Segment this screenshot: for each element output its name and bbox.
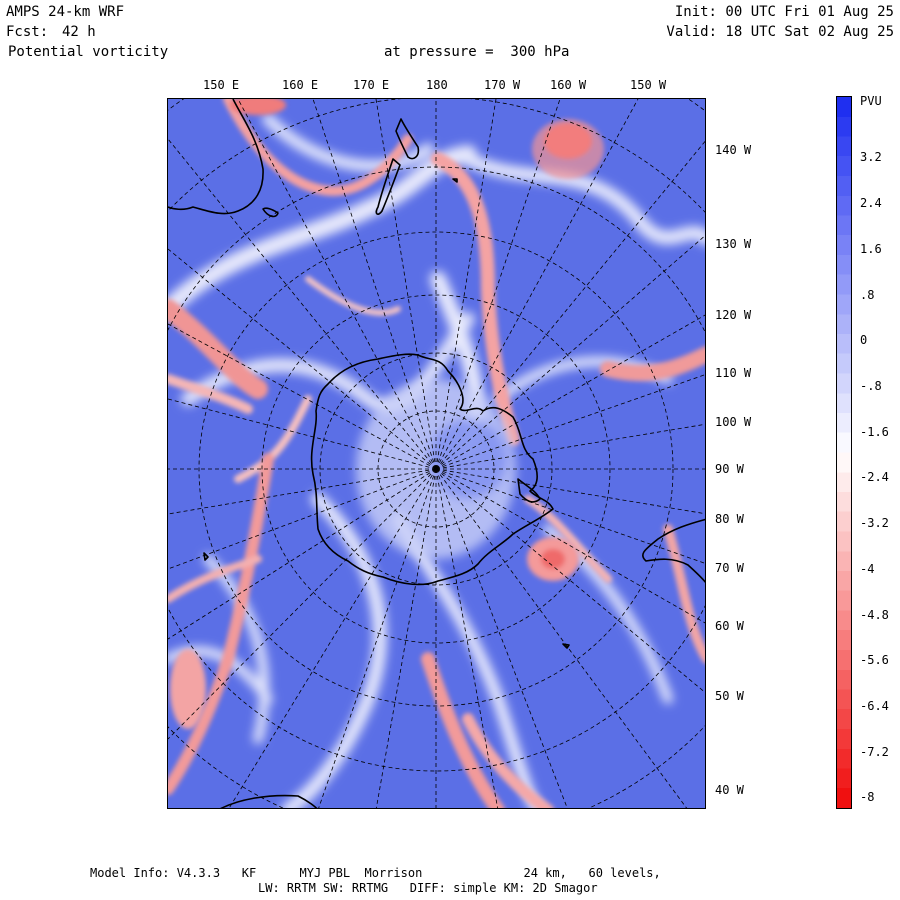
colorbar-label-4: .8 bbox=[860, 288, 875, 302]
potential-vorticity-map bbox=[167, 98, 706, 809]
colorbar-label-10: -4 bbox=[860, 562, 875, 576]
pv-colorbar bbox=[836, 96, 852, 809]
colorbar-label-8: -2.4 bbox=[860, 470, 889, 484]
colorbar-label-6: -.8 bbox=[860, 379, 882, 393]
forecast-hour: 42 h bbox=[62, 24, 96, 40]
colorbar-label-5: 0 bbox=[860, 333, 868, 347]
colorbar-label-15: -8 bbox=[860, 790, 875, 804]
lon-label-right-7: 80 W bbox=[715, 512, 744, 526]
valid-time: Valid: 18 UTC Sat 02 Aug 25 bbox=[666, 24, 894, 40]
forecast-label: Fcst: bbox=[6, 24, 49, 40]
lon-label-right-4: 110 W bbox=[715, 366, 752, 380]
pressure-level: at pressure = 300 hPa bbox=[384, 44, 570, 60]
model-info-line2: LW: RRTM SW: RRTMG DIFF: simple KM: 2D S… bbox=[258, 881, 598, 895]
lon-label-top-6: 160 W bbox=[550, 78, 587, 92]
lon-label-right-2: 130 W bbox=[715, 237, 752, 251]
lon-label-right-3: 120 W bbox=[715, 308, 752, 322]
lon-label-right-10: 50 W bbox=[715, 689, 744, 703]
lon-label-top-2: 160 E bbox=[282, 78, 319, 92]
colorbar-label-3: 1.6 bbox=[860, 242, 882, 256]
colorbar-label-1: 3.2 bbox=[860, 150, 882, 164]
colorbar-label-9: -3.2 bbox=[860, 516, 889, 530]
lon-label-top-4: 180 bbox=[426, 78, 448, 92]
lon-label-right-5: 100 W bbox=[715, 415, 752, 429]
colorbar-label-11: -4.8 bbox=[860, 608, 889, 622]
model-title: AMPS 24-km WRF bbox=[6, 4, 125, 20]
lon-label-top-1: 150 E bbox=[203, 78, 240, 92]
colorbar-label-14: -7.2 bbox=[860, 745, 889, 759]
colorbar-unit: PVU bbox=[860, 94, 882, 108]
lon-label-top-3: 170 E bbox=[353, 78, 390, 92]
lon-label-right-1: 140 W bbox=[715, 143, 752, 157]
lon-label-right-6: 90 W bbox=[715, 462, 744, 476]
model-info-line1: Model Info: V4.3.3 KF MYJ PBL Morrison 2… bbox=[90, 866, 661, 880]
lon-label-right-8: 70 W bbox=[715, 561, 744, 575]
lon-label-right-11: 40 W bbox=[715, 783, 744, 797]
field-name: Potential vorticity bbox=[8, 44, 169, 60]
colorbar-label-13: -6.4 bbox=[860, 699, 889, 713]
lon-label-top-7: 150 W bbox=[630, 78, 667, 92]
init-time: Init: 00 UTC Fri 01 Aug 25 bbox=[674, 4, 894, 20]
lon-label-top-5: 170 W bbox=[484, 78, 521, 92]
colorbar-label-7: -1.6 bbox=[860, 425, 889, 439]
colorbar-label-2: 2.4 bbox=[860, 196, 882, 210]
colorbar-label-12: -5.6 bbox=[860, 653, 889, 667]
lon-label-right-9: 60 W bbox=[715, 619, 744, 633]
